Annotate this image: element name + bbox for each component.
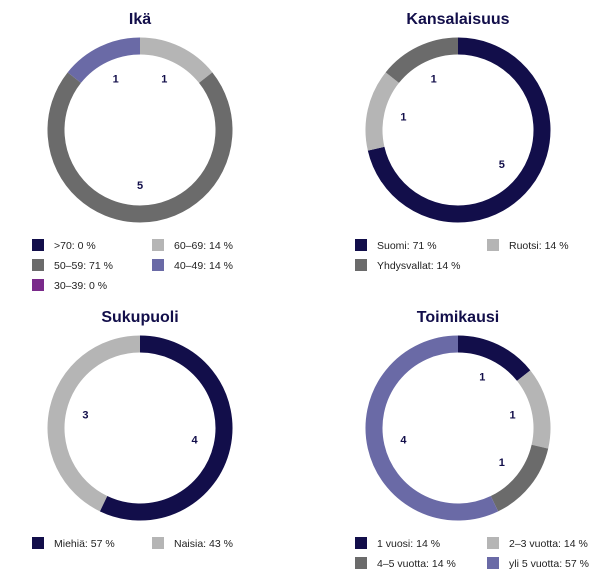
legend-swatch xyxy=(32,239,44,251)
chart-title: Ikä xyxy=(129,11,151,28)
legend-swatch xyxy=(355,239,367,251)
legend-label: 4–5 vuotta: 14 % xyxy=(377,558,456,570)
data-label: 5 xyxy=(499,159,505,171)
donut-segment xyxy=(47,335,141,512)
legend-label: Miehiä: 57 % xyxy=(54,538,115,550)
legend-swatch xyxy=(355,259,367,271)
legend-swatch xyxy=(32,259,44,271)
data-label: 3 xyxy=(82,409,88,421)
data-label: 1 xyxy=(510,409,516,421)
chart-title: Toimikausi xyxy=(417,309,499,326)
donut-segment xyxy=(67,37,141,84)
legend-label: yli 5 vuotta: 57 % xyxy=(509,558,589,570)
data-label: 4 xyxy=(400,434,407,446)
data-label: 1 xyxy=(161,73,167,85)
data-label: 5 xyxy=(137,180,143,192)
legend-swatch xyxy=(355,537,367,549)
data-label: 4 xyxy=(192,434,199,446)
chart-title: Sukupuoli xyxy=(101,309,178,326)
legend-swatch xyxy=(32,537,44,549)
legend-label: Yhdysvallat: 14 % xyxy=(377,260,460,272)
donut-segment xyxy=(457,335,531,382)
data-label: 1 xyxy=(479,371,485,383)
legend-label: 40–49: 14 % xyxy=(174,260,233,272)
legend-swatch xyxy=(152,239,164,251)
legend-label: 30–39: 0 % xyxy=(54,280,107,292)
legend-label: Suomi: 71 % xyxy=(377,240,437,252)
legend-swatch xyxy=(32,279,44,291)
data-label: 1 xyxy=(113,73,119,85)
donut-segment xyxy=(365,335,499,521)
chart-title: Kansalaisuus xyxy=(406,11,509,28)
donut-segment xyxy=(516,370,551,449)
donut-segment xyxy=(490,444,549,512)
donut-segment xyxy=(367,37,551,223)
legend-label: Ruotsi: 14 % xyxy=(509,240,569,252)
legend-swatch xyxy=(152,259,164,271)
legend-label: Naisia: 43 % xyxy=(174,538,233,550)
legend-label: 60–69: 14 % xyxy=(174,240,233,252)
legend-swatch xyxy=(487,239,499,251)
legend-swatch xyxy=(355,557,367,569)
data-label: 1 xyxy=(499,457,505,469)
legend-swatch xyxy=(487,537,499,549)
donut-segment xyxy=(139,37,213,84)
legend-label: >70: 0 % xyxy=(54,240,96,252)
data-label: 1 xyxy=(431,73,437,85)
donut-segment xyxy=(365,72,400,151)
legend-swatch xyxy=(152,537,164,549)
data-label: 1 xyxy=(400,111,406,123)
legend-swatch xyxy=(487,557,499,569)
donut-segment xyxy=(47,72,233,223)
legend-label: 2–3 vuotta: 14 % xyxy=(509,538,588,550)
legend-label: 50–59: 71 % xyxy=(54,260,113,272)
donut-segment xyxy=(385,37,459,84)
donut-segment xyxy=(99,335,233,521)
legend-label: 1 vuosi: 14 % xyxy=(377,538,440,550)
